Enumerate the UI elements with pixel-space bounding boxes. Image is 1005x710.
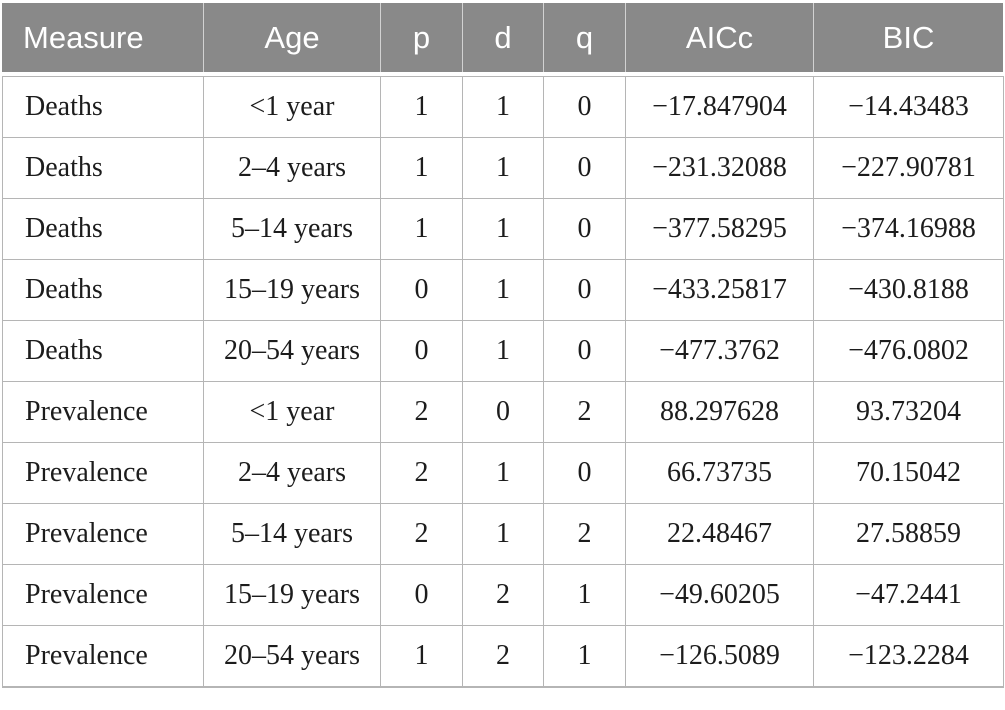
cell-aicc: 88.297628 — [625, 381, 814, 443]
cell-p: 1 — [380, 76, 463, 138]
cell-bic: −227.90781 — [813, 137, 1004, 199]
column-header-p: p — [380, 3, 462, 72]
table-row: Prevalence <1 year 2 0 2 88.297628 93.73… — [2, 381, 1004, 443]
cell-age: <1 year — [203, 76, 381, 138]
table-body: Deaths <1 year 1 1 0 −17.847904 −14.4348… — [2, 76, 1004, 688]
cell-d: 2 — [462, 564, 544, 626]
cell-age: <1 year — [203, 381, 381, 443]
cell-p: 1 — [380, 137, 463, 199]
cell-p: 0 — [380, 320, 463, 382]
cell-p: 2 — [380, 503, 463, 565]
cell-p: 0 — [380, 564, 463, 626]
column-header-aicc: AICc — [625, 3, 813, 72]
cell-age: 5–14 years — [203, 503, 381, 565]
cell-measure: Deaths — [2, 137, 204, 199]
cell-d: 1 — [462, 442, 544, 504]
cell-age: 2–4 years — [203, 137, 381, 199]
cell-bic: −430.8188 — [813, 259, 1004, 321]
table-row: Prevalence 2–4 years 2 1 0 66.73735 70.1… — [2, 442, 1004, 504]
cell-d: 1 — [462, 259, 544, 321]
cell-measure: Prevalence — [2, 503, 204, 565]
cell-d: 0 — [462, 381, 544, 443]
cell-measure: Deaths — [2, 198, 204, 260]
cell-measure: Prevalence — [2, 442, 204, 504]
cell-d: 1 — [462, 503, 544, 565]
cell-measure: Prevalence — [2, 564, 204, 626]
table-row: Deaths 15–19 years 0 1 0 −433.25817 −430… — [2, 259, 1004, 321]
cell-bic: 70.15042 — [813, 442, 1004, 504]
cell-bic: −47.2441 — [813, 564, 1004, 626]
table-row: Deaths 5–14 years 1 1 0 −377.58295 −374.… — [2, 198, 1004, 260]
cell-aicc: 22.48467 — [625, 503, 814, 565]
cell-age: 15–19 years — [203, 259, 381, 321]
cell-d: 1 — [462, 137, 544, 199]
cell-q: 2 — [543, 381, 626, 443]
column-header-d: d — [462, 3, 543, 72]
cell-bic: 93.73204 — [813, 381, 1004, 443]
cell-aicc: 66.73735 — [625, 442, 814, 504]
column-header-age: Age — [203, 3, 380, 72]
cell-aicc: −126.5089 — [625, 625, 814, 687]
cell-bic: −14.43483 — [813, 76, 1004, 138]
cell-measure: Deaths — [2, 76, 204, 138]
arima-model-table: Measure Age p d q AICc BIC Deaths <1 yea… — [2, 3, 1004, 688]
table-row: Deaths 20–54 years 0 1 0 −477.3762 −476.… — [2, 320, 1004, 382]
cell-age: 15–19 years — [203, 564, 381, 626]
cell-p: 2 — [380, 381, 463, 443]
table-row: Prevalence 20–54 years 1 2 1 −126.5089 −… — [2, 625, 1004, 687]
cell-q: 1 — [543, 625, 626, 687]
cell-aicc: −377.58295 — [625, 198, 814, 260]
cell-q: 0 — [543, 259, 626, 321]
cell-measure: Deaths — [2, 320, 204, 382]
cell-q: 2 — [543, 503, 626, 565]
cell-p: 1 — [380, 625, 463, 687]
table-row: Deaths <1 year 1 1 0 −17.847904 −14.4348… — [2, 76, 1004, 138]
table-row: Deaths 2–4 years 1 1 0 −231.32088 −227.9… — [2, 137, 1004, 199]
cell-measure: Deaths — [2, 259, 204, 321]
cell-age: 20–54 years — [203, 320, 381, 382]
table-row: Prevalence 15–19 years 0 2 1 −49.60205 −… — [2, 564, 1004, 626]
cell-bic: −476.0802 — [813, 320, 1004, 382]
cell-aicc: −433.25817 — [625, 259, 814, 321]
cell-age: 5–14 years — [203, 198, 381, 260]
cell-d: 1 — [462, 198, 544, 260]
cell-d: 1 — [462, 76, 544, 138]
table-row: Prevalence 5–14 years 2 1 2 22.48467 27.… — [2, 503, 1004, 565]
cell-bic: −374.16988 — [813, 198, 1004, 260]
cell-bic: 27.58859 — [813, 503, 1004, 565]
column-header-measure: Measure — [2, 3, 203, 72]
cell-aicc: −49.60205 — [625, 564, 814, 626]
cell-q: 0 — [543, 137, 626, 199]
cell-q: 0 — [543, 442, 626, 504]
column-header-bic: BIC — [813, 3, 1003, 72]
cell-q: 0 — [543, 76, 626, 138]
cell-measure: Prevalence — [2, 381, 204, 443]
cell-p: 2 — [380, 442, 463, 504]
cell-aicc: −477.3762 — [625, 320, 814, 382]
cell-q: 1 — [543, 564, 626, 626]
column-header-q: q — [543, 3, 625, 72]
cell-aicc: −17.847904 — [625, 76, 814, 138]
cell-age: 20–54 years — [203, 625, 381, 687]
cell-bic: −123.2284 — [813, 625, 1004, 687]
cell-age: 2–4 years — [203, 442, 381, 504]
cell-d: 2 — [462, 625, 544, 687]
cell-p: 0 — [380, 259, 463, 321]
cell-p: 1 — [380, 198, 463, 260]
cell-aicc: −231.32088 — [625, 137, 814, 199]
cell-measure: Prevalence — [2, 625, 204, 687]
table-header-row: Measure Age p d q AICc BIC — [2, 3, 1003, 72]
cell-q: 0 — [543, 198, 626, 260]
cell-d: 1 — [462, 320, 544, 382]
cell-q: 0 — [543, 320, 626, 382]
